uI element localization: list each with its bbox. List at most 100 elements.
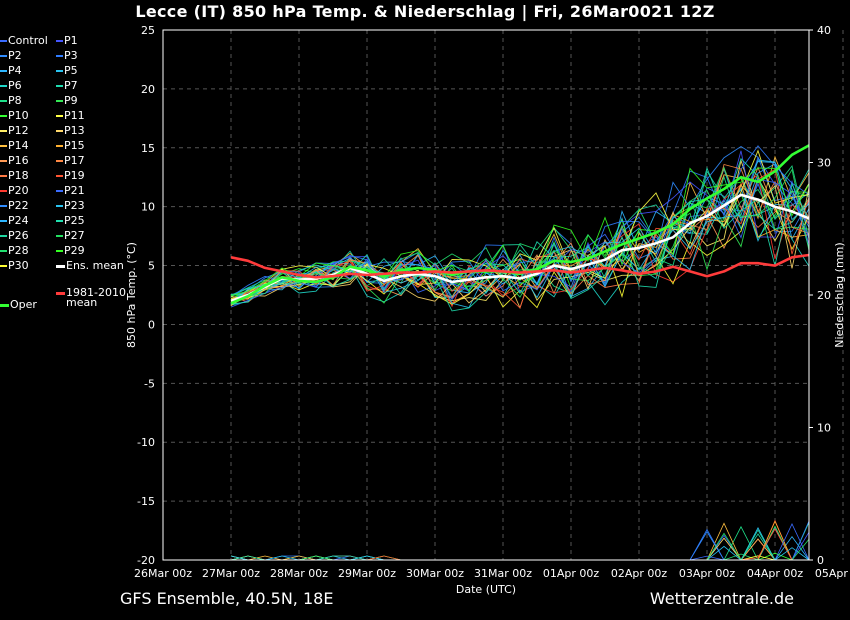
legend-item-climate-mean: 1981-2010 mean [56, 286, 126, 308]
x-tick-label: 05Apr 00z [815, 567, 850, 580]
legend-item-p20: P20 [0, 184, 29, 198]
legend-swatch [0, 40, 7, 42]
series-1981-2010-mean [230, 253, 810, 279]
precip-line [231, 529, 809, 561]
legend-item-p12: P12 [0, 124, 29, 138]
legend-label: Ens. mean [66, 259, 124, 272]
legend-item-p15: P15 [56, 139, 85, 153]
legend-label: P7 [64, 79, 78, 92]
highlight-series [230, 144, 810, 305]
legend-swatch [56, 264, 65, 268]
precip-line [231, 525, 810, 561]
legend-label: P21 [64, 184, 85, 197]
legend-item-oper: Oper [0, 298, 37, 312]
legend-item-p28: P28 [0, 244, 29, 258]
legend-swatch [0, 175, 7, 177]
y-right-tick-label: 30 [817, 157, 831, 170]
legend-label: P27 [64, 229, 85, 242]
legend-item-p17: P17 [56, 154, 85, 168]
legend-label: P1 [64, 34, 78, 47]
legend-item-p19: P19 [56, 169, 85, 183]
grid [163, 30, 844, 560]
legend-item-p1: P1 [56, 34, 78, 48]
y-right-tick-label: 20 [817, 289, 831, 302]
footer-model: GFS Ensemble, 40.5N, 18E [120, 589, 334, 608]
legend-label: Oper [10, 298, 37, 311]
y-axis-label: 850 hPa Temp. (°C) [125, 242, 138, 348]
legend-label: P12 [8, 124, 29, 137]
legend-swatch [0, 265, 7, 267]
x-tick-label: 28Mar 00z [270, 567, 328, 580]
precip-line [231, 522, 809, 561]
legend-label: P20 [8, 184, 29, 197]
precip-line [231, 527, 809, 561]
y-tick-label: 15 [141, 142, 155, 155]
y-right-tick-label: 10 [817, 422, 831, 435]
legend-item-p11: P11 [56, 109, 85, 123]
precip-line [231, 527, 809, 561]
legend-swatch [56, 70, 63, 72]
legend-swatch [0, 220, 7, 222]
legend-label: P13 [64, 124, 85, 137]
legend-label: P29 [64, 244, 85, 257]
legend-label: P10 [8, 109, 29, 122]
precip-line [231, 522, 810, 561]
legend-label: P5 [64, 64, 78, 77]
legend-swatch [0, 160, 7, 162]
legend-swatch [0, 70, 7, 72]
legend-swatch [0, 100, 7, 102]
legend-item-p16: P16 [0, 154, 29, 168]
legend-swatch [56, 40, 63, 42]
legend-label: P8 [8, 94, 22, 107]
legend-swatch [56, 130, 63, 132]
legend-label: P11 [64, 109, 85, 122]
legend-item-p10: P10 [0, 109, 29, 123]
precip-line [231, 528, 809, 561]
legend-label: P2 [8, 49, 22, 62]
legend-item-p30: P30 [0, 259, 29, 273]
x-tick-label: 03Apr 00z [679, 567, 736, 580]
legend-label: P16 [8, 154, 29, 167]
x-tick-label: 04Apr 00z [747, 567, 804, 580]
member-line-p21 [230, 178, 810, 308]
y-axis-right-label: Niederschlag (mm) [833, 242, 846, 347]
legend-item-control: Control [0, 34, 48, 48]
legend-swatch [56, 145, 63, 147]
legend-swatch [56, 291, 65, 295]
legend-item-p4: P4 [0, 64, 22, 78]
legend-swatch [0, 130, 7, 132]
member-line-p6 [230, 199, 810, 306]
legend-label: P6 [8, 79, 22, 92]
y-tick-label: -15 [137, 495, 155, 508]
member-line-p25 [230, 182, 810, 312]
legend-item-p2: P2 [0, 49, 22, 63]
legend-swatch [56, 220, 63, 222]
legend-label: P4 [8, 64, 22, 77]
legend-label: P23 [64, 199, 85, 212]
y-tick-label: 20 [141, 83, 155, 96]
member-line-p22 [230, 145, 810, 303]
x-tick-label: 29Mar 00z [338, 567, 396, 580]
legend-label: P28 [8, 244, 29, 257]
legend-label: P19 [64, 169, 85, 182]
member-line-p7 [230, 157, 810, 298]
legend-swatch [56, 175, 63, 177]
legend-label: P24 [8, 214, 29, 227]
legend-swatch [0, 115, 7, 117]
legend-swatch [0, 55, 7, 57]
legend-item-p6: P6 [0, 79, 22, 93]
legend-item-p7: P7 [56, 79, 78, 93]
legend-label: P9 [64, 94, 78, 107]
legend-item-p26: P26 [0, 229, 29, 243]
legend-item-p27: P27 [56, 229, 85, 243]
legend-swatch [0, 235, 7, 237]
legend-label: P18 [8, 169, 29, 182]
legend-label: P3 [64, 49, 78, 62]
y-right-tick-label: 40 [817, 24, 831, 37]
legend-item-p29: P29 [56, 244, 85, 258]
chart-title: Lecce (IT) 850 hPa Temp. & Niederschlag … [135, 2, 715, 21]
legend-item-p3: P3 [56, 49, 78, 63]
y-tick-label: 5 [148, 260, 155, 273]
legend-label: P26 [8, 229, 29, 242]
